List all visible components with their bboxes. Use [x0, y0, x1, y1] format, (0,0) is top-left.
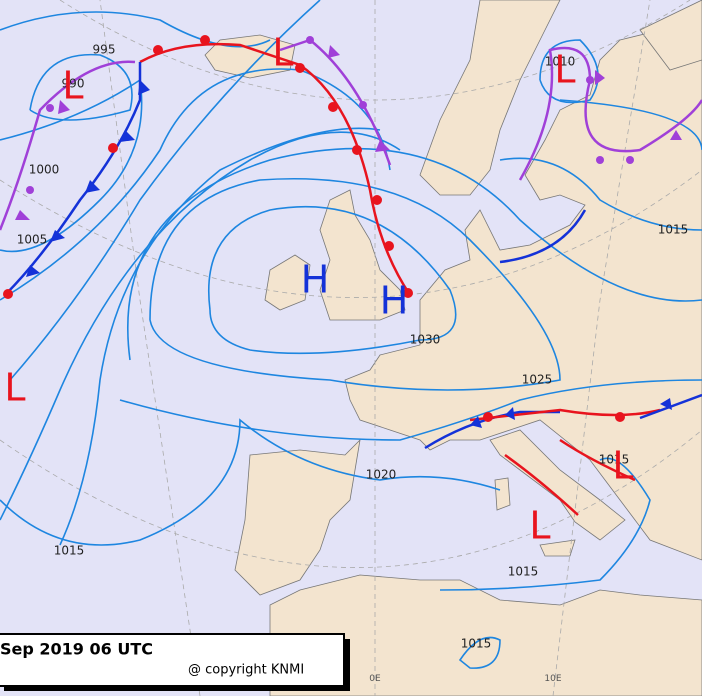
isobar-label: 1015: [658, 223, 689, 237]
isobar-label: 1000: [29, 163, 60, 177]
meridian-label: 0E: [369, 674, 381, 684]
low-center: L: [554, 48, 575, 92]
high-center: H: [301, 258, 330, 302]
isobar-label: 1010: [545, 55, 576, 69]
pressure-centers: L L L L H H L L: [4, 31, 633, 548]
isobar-label: 1015: [54, 544, 85, 558]
isobar-label: 1025: [522, 373, 553, 387]
isobar-label: 1005: [17, 233, 48, 247]
high-center: H: [380, 279, 409, 323]
isobar-label: 1015: [461, 637, 492, 651]
isobar-label: 995: [93, 43, 116, 57]
low-center: L: [272, 31, 293, 75]
copyright: @ copyright KNMI: [188, 663, 304, 678]
land: [204, 0, 702, 696]
caption-box: Sep 2019 06 UTC @ copyright KNMI: [0, 633, 350, 691]
caption-date: Sep 2019 06 UTC: [0, 640, 153, 659]
isobar-label: 990: [62, 77, 85, 91]
fronts: [0, 35, 702, 516]
isobar-label: 1020: [366, 468, 397, 482]
isobar-labels: 995 990 1000 1005 1010 1015 1030 1025 10…: [17, 43, 689, 651]
meridian-label: 10E: [544, 674, 561, 684]
isobar-label: 1015: [508, 565, 539, 579]
isobar-label: 1030: [410, 333, 441, 347]
low-center: L: [4, 366, 25, 410]
low-center: L: [612, 444, 633, 488]
low-center: L: [529, 504, 550, 548]
isobar-label: 1015: [599, 453, 630, 467]
low-center: L: [62, 64, 83, 108]
